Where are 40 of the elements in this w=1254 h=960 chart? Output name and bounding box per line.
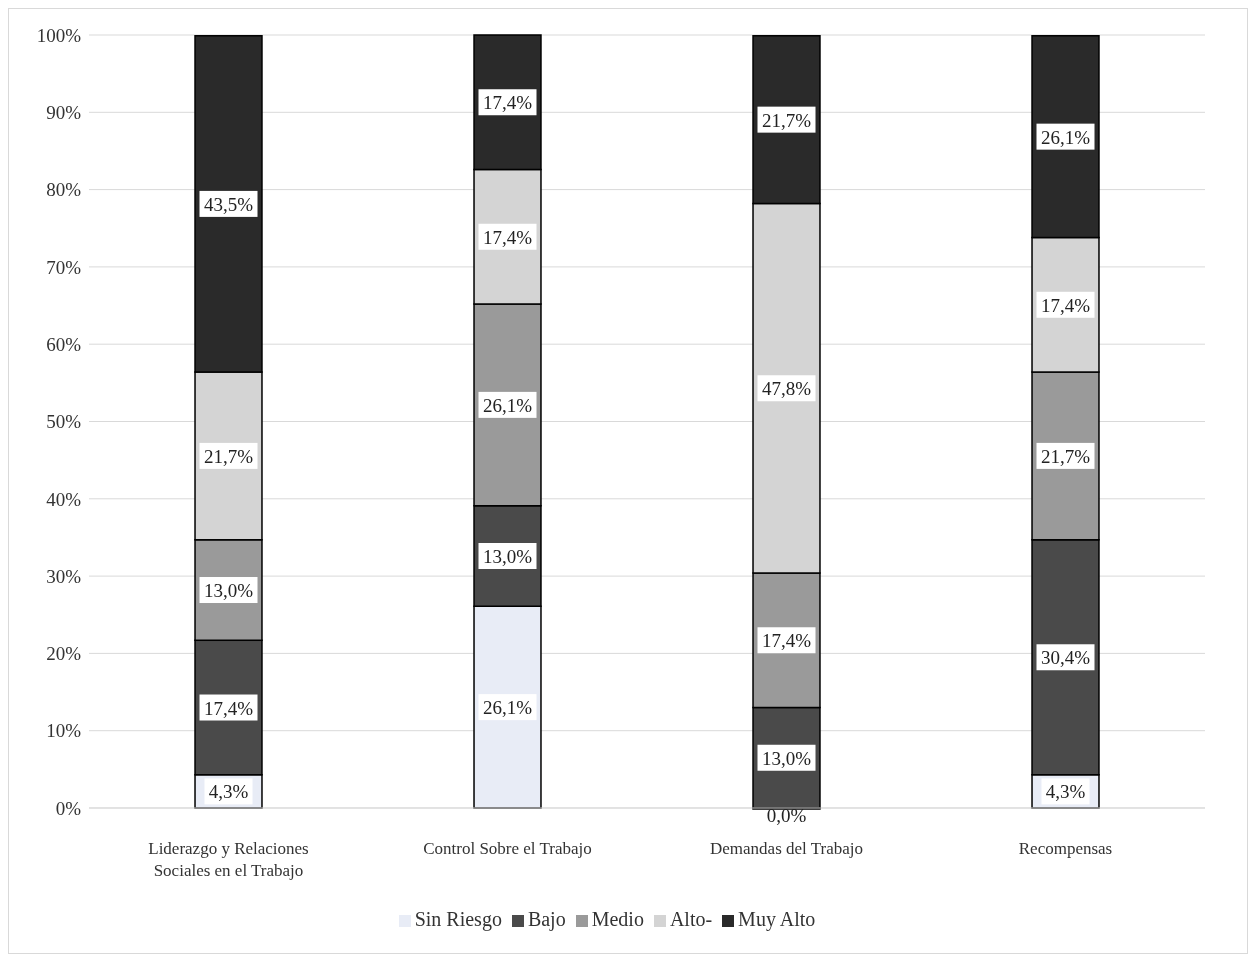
y-tick-label: 80% (46, 179, 82, 201)
data-label: 21,7% (203, 445, 254, 467)
data-label: 17,4% (761, 630, 812, 652)
y-tick-label: 100% (36, 24, 82, 46)
data-label: 26,1% (482, 697, 533, 719)
data-label: 21,7% (1040, 445, 1091, 467)
y-tick-label: 40% (46, 488, 82, 510)
x-tick-label: Control Sobre el Trabajo (423, 839, 592, 858)
x-tick-label: Demandas del Trabajo (710, 839, 863, 858)
data-label: 17,4% (482, 226, 533, 248)
y-tick-label: 0% (55, 797, 82, 819)
legend-label: Medio (591, 908, 644, 930)
data-label: 13,0% (482, 546, 533, 567)
data-label: 30,4% (1040, 647, 1091, 669)
x-tick-label: Liderazgo y Relaciones Sociales en el Trabajo (148, 839, 309, 880)
legend-label: Sin Riesgo (414, 908, 502, 930)
data-label: 26,1% (1040, 126, 1091, 148)
y-tick-label: 20% (46, 643, 82, 665)
legend-label: Bajo (527, 908, 566, 930)
data-label: 47,8% (761, 378, 812, 400)
y-tick-label: 50% (46, 411, 82, 433)
data-label: 43,5% (203, 193, 254, 215)
y-tick-label: 90% (46, 102, 82, 124)
y-tick-label: 30% (46, 565, 82, 587)
x-tick-label: Recompensas (1018, 839, 1113, 858)
data-label: 26,1% (482, 394, 533, 416)
y-tick-label: 10% (46, 720, 82, 742)
legend-label: Alto- (669, 908, 713, 930)
data-label: 17,4% (203, 697, 254, 719)
data-label: 0,0% (766, 805, 807, 826)
y-tick-label: 70% (46, 256, 82, 278)
data-label: 4,3% (208, 781, 249, 803)
data-label: 21,7% (761, 109, 812, 131)
data-label: 4,3% (1045, 781, 1086, 803)
data-label: 17,4% (1040, 294, 1091, 316)
y-tick-label: 60% (46, 333, 82, 355)
data-label: 13,0% (761, 747, 812, 769)
data-label: 17,4% (482, 92, 533, 114)
data-label: 13,0% (203, 580, 254, 602)
legend-label: Muy Alto (738, 908, 816, 930)
